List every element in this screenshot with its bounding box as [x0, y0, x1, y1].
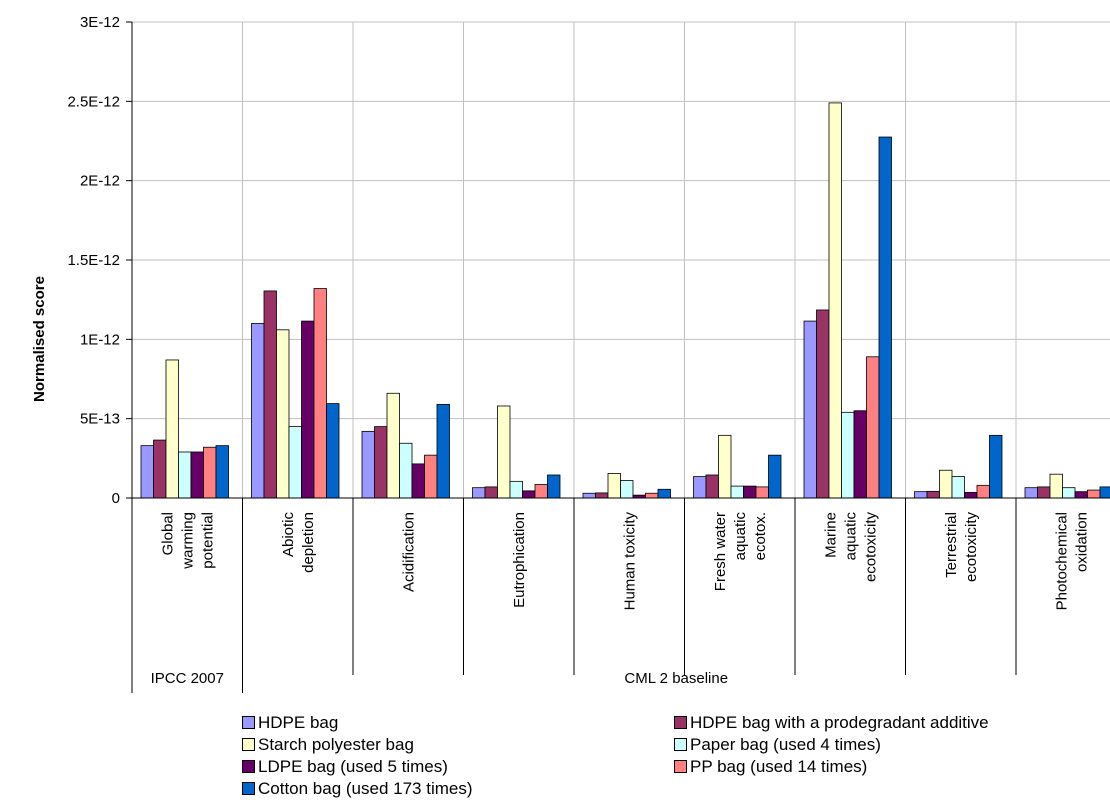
bar — [472, 487, 486, 499]
category-label: aquatic — [842, 512, 859, 561]
bar — [582, 492, 596, 499]
bar — [1074, 491, 1088, 499]
axes — [126, 21, 1110, 693]
y-tick-label: 0 — [112, 490, 120, 507]
bar — [424, 454, 438, 499]
bar — [976, 484, 990, 499]
bar — [768, 454, 782, 499]
bar — [1037, 486, 1051, 499]
category-label: Terrestrial — [943, 512, 960, 578]
bar — [165, 359, 179, 499]
bar — [411, 463, 425, 499]
bar — [484, 486, 498, 499]
category-label: Marine — [822, 512, 839, 558]
bar — [374, 426, 388, 499]
category-label: ecotoxicity — [963, 512, 980, 583]
bar — [693, 476, 707, 499]
bar — [730, 485, 744, 499]
category-label: ecotoxicity — [862, 512, 879, 583]
bar — [989, 434, 1003, 499]
bar — [313, 288, 327, 499]
bar — [497, 405, 511, 499]
gridlines — [132, 21, 1110, 498]
bar — [547, 474, 561, 499]
category-label: aquatic — [732, 512, 749, 561]
bar — [153, 439, 167, 499]
y-tick-label: 1.5E-12 — [67, 252, 120, 269]
bar — [657, 488, 671, 499]
category-label: potential — [199, 512, 216, 569]
y-tick-label: 2.5E-12 — [67, 93, 120, 110]
y-tick-label: 3E-12 — [80, 14, 120, 31]
category-label: Abiotic — [280, 512, 297, 558]
y-tick-labels: 0 5E-13 1E-12 1.5E-12 2E-12 2.5E-12 3E-12 — [67, 14, 120, 507]
bar — [509, 480, 523, 499]
category-labels: Global warming potential Abiotic depletion Ac… — [159, 512, 1090, 611]
bar — [1049, 473, 1063, 499]
category-label: Acidification — [400, 512, 417, 592]
bar — [1062, 487, 1076, 499]
bar — [964, 492, 978, 499]
bar — [301, 320, 315, 499]
bar — [620, 480, 634, 499]
bar — [816, 309, 830, 499]
y-tick-label: 5E-13 — [80, 411, 120, 428]
bar — [436, 403, 450, 499]
bar — [645, 492, 659, 499]
group-label: CML 2 baseline — [624, 670, 728, 687]
category-label: warming — [179, 512, 196, 570]
y-tick-label: 2E-12 — [80, 173, 120, 190]
bar — [705, 474, 719, 499]
bar — [866, 356, 880, 499]
y-tick-label: 1E-12 — [80, 331, 120, 348]
category-label: depletion — [300, 512, 317, 573]
bar — [951, 476, 965, 499]
bar — [803, 320, 817, 499]
y-axis-label: Normalised score — [31, 276, 48, 402]
category-label: oxidation — [1073, 512, 1090, 572]
bar — [828, 102, 842, 499]
bar — [1099, 486, 1110, 499]
bar — [178, 451, 192, 499]
bar — [326, 403, 340, 499]
bar — [718, 434, 732, 499]
bar — [1024, 487, 1038, 499]
bar — [841, 411, 855, 499]
bar — [939, 469, 953, 499]
bar — [361, 430, 375, 499]
bar — [399, 442, 413, 499]
category-label: ecotox. — [752, 512, 769, 560]
category-label: Human toxicity — [621, 512, 638, 611]
bar — [878, 136, 892, 499]
category-label: Photochemical — [1053, 512, 1070, 610]
bar — [1087, 489, 1101, 499]
bar — [263, 290, 277, 499]
bar — [251, 323, 265, 499]
bar — [743, 485, 757, 499]
bar — [140, 445, 154, 499]
category-label: Fresh water — [712, 512, 729, 591]
group-label: IPCC 2007 — [151, 670, 224, 687]
bar — [276, 329, 290, 499]
bar — [853, 410, 867, 499]
bar — [755, 486, 769, 499]
group-labels: IPCC 2007 CML 2 baseline — [151, 670, 729, 687]
bar — [607, 473, 621, 499]
bar — [595, 492, 609, 499]
bar — [534, 484, 548, 499]
bar — [926, 490, 940, 499]
category-label: Global — [159, 512, 176, 555]
bar — [914, 491, 928, 499]
bar — [288, 426, 302, 499]
bar — [190, 451, 204, 499]
bar — [215, 445, 229, 499]
bar — [522, 490, 536, 499]
category-label: Eutrophication — [511, 512, 528, 608]
bars — [140, 102, 1110, 499]
bar — [386, 392, 400, 499]
bar — [203, 446, 217, 499]
